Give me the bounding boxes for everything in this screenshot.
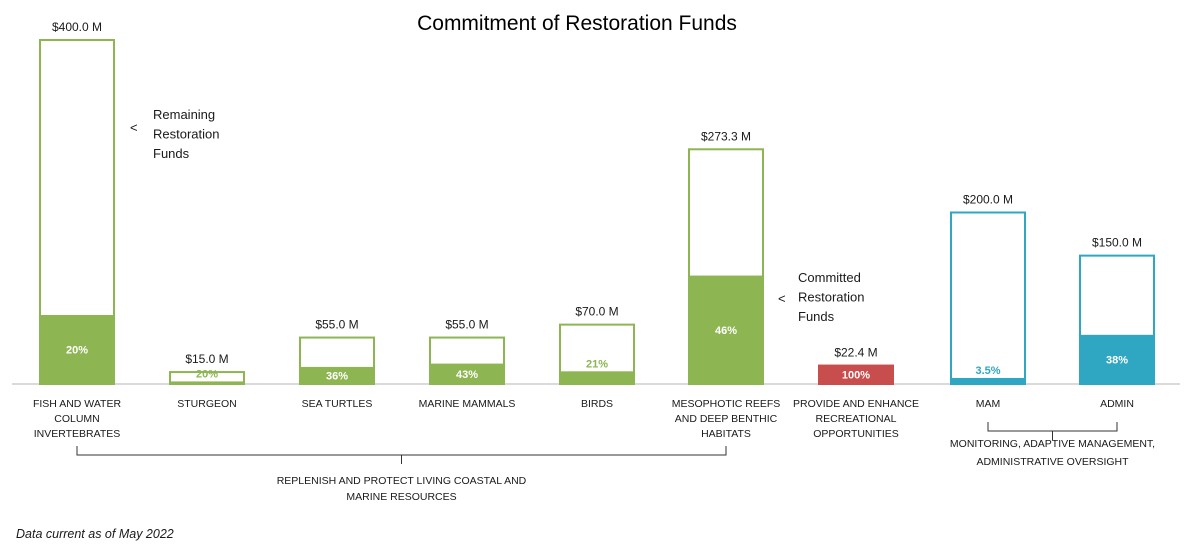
bar-total-label-1: $15.0 M [185,352,228,366]
groups-layer: REPLENISH AND PROTECT LIVING COASTAL AND… [76,422,1155,503]
bar-percent-label-6: 100% [842,369,870,381]
bar-committed-1 [169,381,245,384]
category-label-0-1: COLUMN [54,413,100,425]
bar-percent-label-7: 3.5% [975,365,1000,377]
committed-note-line-0: Committed [798,270,861,285]
bar-percent-label-2: 36% [326,370,348,382]
committed-note-line-1: Restoration [798,290,864,305]
remaining-note-line-2: Funds [153,146,190,161]
footnote: Data current as of May 2022 [16,527,174,541]
bar-total-label-0: $400.0 M [52,20,102,34]
bar-total-label-5: $273.3 M [701,129,751,143]
bar-committed-3 [429,363,505,384]
category-label-7-0: MAM [976,398,1001,410]
group-label-0-0: REPLENISH AND PROTECT LIVING COASTAL AND [277,475,527,487]
bar-total-7 [950,211,1026,385]
category-label-2-0: SEA TURTLES [302,398,373,410]
bar-total-label-4: $70.0 M [575,305,618,319]
bar-percent-label-4: 21% [586,358,608,370]
bar-committed-5 [688,275,764,384]
committed-note-line-2: Funds [798,309,835,324]
bar-total-label-8: $150.0 M [1092,236,1142,250]
bar-percent-label-3: 43% [456,369,478,381]
bar-total-label-2: $55.0 M [315,318,358,332]
bar-committed-0 [39,315,115,384]
category-label-8-0: ADMIN [1100,398,1134,410]
bars-layer: $400.0 M 20% FISH AND WATER COLUMN INVERTEBR… [12,20,1180,440]
category-label-5-1: AND DEEP BENTHIC [675,413,778,425]
bar-committed-6 [818,364,894,384]
category-label-5-0: MESOPHOTIC REEFS [672,398,781,410]
category-label-0-2: INVERTEBRATES [34,428,121,440]
chart-title: Commitment of Restoration Funds [417,12,737,35]
bar-percent-label-1: 20% [196,368,218,380]
bar-total-label-6: $22.4 M [834,346,877,360]
bar-committed-4 [559,371,635,384]
bar-total-label-7: $200.0 M [963,193,1013,207]
group-label-1-0: MONITORING, ADAPTIVE MANAGEMENT, [950,438,1155,450]
remaining-note-line-1: Restoration [153,127,219,142]
bar-committed-8 [1079,334,1155,384]
group-bracket-0 [76,446,727,464]
group-label-1-1: ADMINISTRATIVE OVERSIGHT [976,456,1129,468]
group-bracket-1 [987,422,1118,440]
category-label-4-0: BIRDS [581,398,613,410]
annotations-layer: < Remaining Restoration Funds < Committed Rest… [130,107,864,324]
committed-arrow: < [778,291,786,306]
group-label-0-1: MARINE RESOURCES [346,491,456,503]
category-label-3-0: MARINE MAMMALS [419,398,516,410]
bar-committed-2 [299,366,375,384]
remaining-arrow: < [130,120,138,135]
bar-percent-label-0: 20% [66,345,88,357]
category-label-6-0: PROVIDE AND ENHANCE [793,398,919,410]
bar-percent-label-5: 46% [715,325,737,337]
category-label-0-0: FISH AND WATER [33,398,122,410]
category-label-1-0: STURGEON [177,398,237,410]
category-label-6-1: RECREATIONAL [816,413,897,425]
category-label-6-2: OPPORTUNITIES [813,428,899,440]
bar-committed-7 [950,377,1026,384]
remaining-note-line-0: Remaining [153,107,215,122]
bar-total-label-3: $55.0 M [445,318,488,332]
bar-percent-label-8: 38% [1106,354,1128,366]
category-label-5-2: HABITATS [701,428,751,440]
